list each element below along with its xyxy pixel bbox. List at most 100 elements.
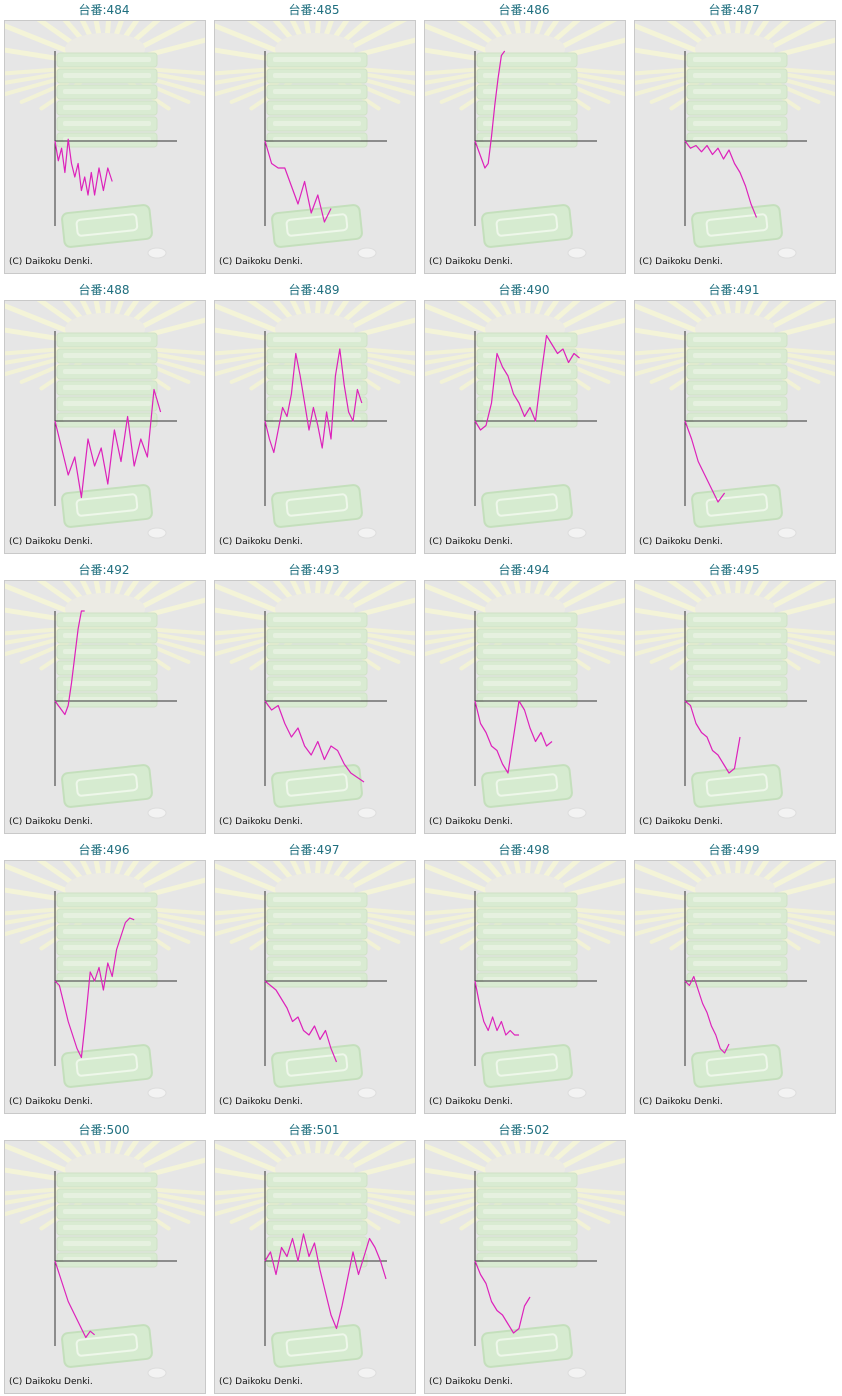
chart-title[interactable]: 台番:490 (498, 283, 550, 297)
background-boxes (476, 1153, 587, 1379)
background-boxes (56, 33, 167, 259)
background-boxes (266, 313, 377, 539)
background-boxes (686, 313, 797, 539)
chart-svg (215, 301, 415, 539)
chart-title[interactable]: 台番:492 (78, 563, 130, 577)
background-boxes (56, 313, 167, 539)
chart-title[interactable]: 台番:496 (78, 843, 130, 857)
copyright-text: (C) Daikoku Denki. (219, 1377, 303, 1387)
copyright-text: (C) Daikoku Denki. (9, 537, 93, 547)
chart-cell: 台番:502 (C) Daikoku Denki. (422, 1120, 626, 1396)
chart-svg (425, 861, 625, 1099)
chart-panel: (C) Daikoku Denki. (424, 860, 626, 1114)
series-line (264, 980, 338, 1063)
chart-title[interactable]: 台番:486 (498, 3, 550, 17)
chart-title[interactable]: 台番:488 (78, 283, 130, 297)
chart-title[interactable]: 台番:498 (498, 843, 550, 857)
chart-cell: 台番:498 (C) Daikoku Denki. (422, 840, 626, 1116)
chart-cell: 台番:497 (C) Daikoku Denki. (212, 840, 416, 1116)
series-line (264, 700, 365, 783)
chart-title[interactable]: 台番:501 (288, 1123, 340, 1137)
chart-svg (635, 861, 835, 1099)
background-boxes (476, 33, 587, 259)
copyright-text: (C) Daikoku Denki. (639, 817, 723, 827)
series-line (54, 917, 135, 1059)
chart-svg (215, 581, 415, 819)
chart-title[interactable]: 台番:489 (288, 283, 340, 297)
chart-title[interactable]: 台番:491 (708, 283, 760, 297)
background-boxes (266, 33, 377, 259)
copyright-text: (C) Daikoku Denki. (639, 1097, 723, 1107)
chart-panel: (C) Daikoku Denki. (4, 860, 206, 1114)
chart-cell: 台番:495 (C) Daikoku Denki. (632, 560, 836, 836)
background-boxes (56, 873, 167, 1099)
chart-svg (635, 581, 835, 819)
chart-title[interactable]: 台番:502 (498, 1123, 550, 1137)
chart-cell: 台番:490 (C) Daikoku Denki. (422, 280, 626, 556)
copyright-text: (C) Daikoku Denki. (9, 817, 93, 827)
series-line (474, 50, 506, 169)
chart-title[interactable]: 台番:500 (78, 1123, 130, 1137)
copyright-text: (C) Daikoku Denki. (219, 817, 303, 827)
chart-panel: (C) Daikoku Denki. (424, 580, 626, 834)
chart-cell: 台番:492 (C) Daikoku Denki. (2, 560, 206, 836)
chart-svg (425, 1141, 625, 1379)
chart-panel: (C) Daikoku Denki. (214, 1140, 416, 1394)
chart-title[interactable]: 台番:493 (288, 563, 340, 577)
series-line (684, 140, 758, 218)
chart-cell: 台番:501 (C) Daikoku Denki. (212, 1120, 416, 1396)
chart-cell: 台番:496 (C) Daikoku Denki. (2, 840, 206, 1116)
chart-cell: 台番:484 (C) Daikoku Denki. (2, 0, 206, 276)
chart-title[interactable]: 台番:497 (288, 843, 340, 857)
chart-panel: (C) Daikoku Denki. (214, 580, 416, 834)
chart-svg (5, 861, 205, 1099)
chart-cell: 台番:491 (C) Daikoku Denki. (632, 280, 836, 556)
background-boxes (56, 593, 167, 819)
chart-title[interactable]: 台番:494 (498, 563, 550, 577)
chart-panel: (C) Daikoku Denki. (4, 1140, 206, 1394)
chart-panel: (C) Daikoku Denki. (634, 580, 836, 834)
copyright-text: (C) Daikoku Denki. (9, 1097, 93, 1107)
chart-svg (635, 21, 835, 259)
chart-title[interactable]: 台番:485 (288, 3, 340, 17)
chart-cell: 台番:493 (C) Daikoku Denki. (212, 560, 416, 836)
background-boxes (686, 593, 797, 819)
series-line (264, 1233, 387, 1330)
background-boxes (266, 873, 377, 1099)
background-boxes (476, 313, 587, 539)
series-line (684, 975, 730, 1054)
chart-panel: (C) Daikoku Denki. (424, 20, 626, 274)
chart-cell: 台番:489 (C) Daikoku Denki. (212, 280, 416, 556)
chart-svg (425, 21, 625, 259)
copyright-text: (C) Daikoku Denki. (429, 257, 513, 267)
chart-svg (215, 1141, 415, 1379)
chart-title[interactable]: 台番:484 (78, 3, 130, 17)
copyright-text: (C) Daikoku Denki. (429, 817, 513, 827)
copyright-text: (C) Daikoku Denki. (639, 537, 723, 547)
chart-panel: (C) Daikoku Denki. (424, 1140, 626, 1394)
chart-panel: (C) Daikoku Denki. (214, 860, 416, 1114)
chart-panel: (C) Daikoku Denki. (4, 580, 206, 834)
chart-panel: (C) Daikoku Denki. (634, 300, 836, 554)
background-boxes (686, 33, 797, 259)
copyright-text: (C) Daikoku Denki. (219, 1097, 303, 1107)
series-line (474, 1260, 531, 1334)
background-boxes (266, 593, 377, 819)
chart-cell: 台番:487 (C) Daikoku Denki. (632, 0, 836, 276)
chart-svg (5, 301, 205, 539)
copyright-text: (C) Daikoku Denki. (219, 257, 303, 267)
chart-cell: 台番:500 (C) Daikoku Denki. (2, 1120, 206, 1396)
series-line (474, 334, 580, 431)
chart-title[interactable]: 台番:499 (708, 843, 760, 857)
chart-cell: 台番:485 (C) Daikoku Denki. (212, 0, 416, 276)
chart-title[interactable]: 台番:487 (708, 3, 760, 17)
chart-cell: 台番:494 (C) Daikoku Denki. (422, 560, 626, 836)
background-boxes (686, 873, 797, 1099)
chart-title[interactable]: 台番:495 (708, 563, 760, 577)
chart-svg (635, 301, 835, 539)
chart-cell: 台番:486 (C) Daikoku Denki. (422, 0, 626, 276)
chart-svg (425, 301, 625, 539)
chart-svg (5, 21, 205, 259)
chart-svg (425, 581, 625, 819)
